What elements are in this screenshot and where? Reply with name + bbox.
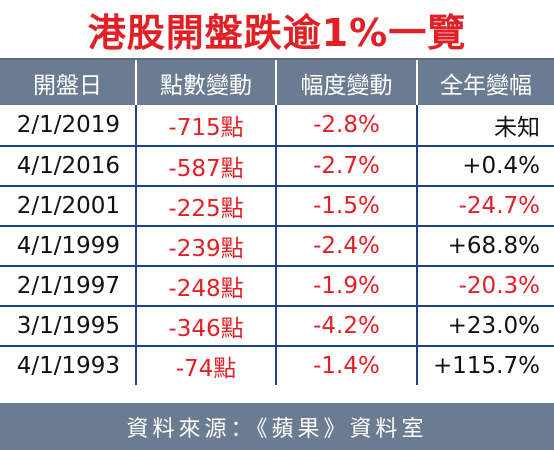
annual-change-cell: -20.3% (458, 273, 540, 299)
annual-change-cell: +115.7% (433, 353, 540, 379)
open-date-cell: 2/1/2019 (0, 105, 137, 145)
point-change-cell: -346點 (137, 307, 277, 345)
point-change-cell: -74點 (137, 347, 277, 385)
percent-change-cell: -4.2% (277, 307, 418, 345)
percent-change-cell: -2.7% (277, 147, 418, 185)
annual-change-cell: -24.7% (458, 193, 540, 219)
percent-change-cell: -2.8% (277, 105, 418, 145)
point-change-cell: -239點 (137, 227, 277, 265)
table-row: 4/1/1999 -239點 -2.4% +68.8% (0, 225, 554, 265)
open-date-cell: 3/1/1995 (0, 307, 137, 345)
annual-change-cell: +0.4% (462, 153, 540, 179)
table-row: 4/1/2016 -587點 -2.7% +0.4% (0, 145, 554, 185)
percent-change-cell: -1.5% (277, 187, 418, 225)
point-change-cell: -715點 (137, 105, 277, 145)
table-body: 2/1/2019 -715點 -2.8% 未知 4/1/2016 -587點 -… (0, 105, 554, 385)
open-date-cell: 2/1/2001 (0, 187, 137, 225)
annual-change-cell: +68.8% (447, 233, 540, 259)
percent-change-cell: -1.9% (277, 267, 418, 305)
table-row: 2/1/1997 -248點 -1.9% -20.3% (0, 265, 554, 305)
point-change-cell: -225點 (137, 187, 277, 225)
point-change-cell: -587點 (137, 147, 277, 185)
annual-change-cell: +23.0% (447, 313, 540, 339)
data-table: 開盤日 點數變動 幅度變動 全年變幅 2/1/2019 -715點 -2.8% … (0, 58, 554, 403)
header-point-change: 點數變動 (137, 60, 277, 105)
header-annual-change: 全年變幅 (440, 72, 532, 99)
table-header: 開盤日 點數變動 幅度變動 全年變幅 (0, 60, 554, 105)
open-date-cell: 2/1/1997 (0, 267, 137, 305)
table-row: 2/1/2001 -225點 -1.5% -24.7% (0, 185, 554, 225)
table-row: 2/1/2019 -715點 -2.8% 未知 (0, 105, 554, 145)
annual-change-cell: 未知 (494, 115, 540, 141)
source-footer: 資料來源：《蘋果》資料室 (0, 403, 554, 450)
percent-change-cell: -2.4% (277, 227, 418, 265)
table-row: 3/1/1995 -346點 -4.2% +23.0% (0, 305, 554, 345)
percent-change-cell: -1.4% (277, 347, 418, 385)
header-percent-change: 幅度變動 (277, 60, 418, 105)
header-open-date: 開盤日 (0, 60, 137, 105)
table-row: 4/1/1993 -74點 -1.4% +115.7% (0, 345, 554, 385)
open-date-cell: 4/1/1993 (0, 347, 137, 385)
open-date-cell: 4/1/2016 (0, 147, 137, 185)
page-title: 港股開盤跌逾1%一覽 (87, 10, 467, 55)
open-date-cell: 4/1/1999 (0, 227, 137, 265)
point-change-cell: -248點 (137, 267, 277, 305)
